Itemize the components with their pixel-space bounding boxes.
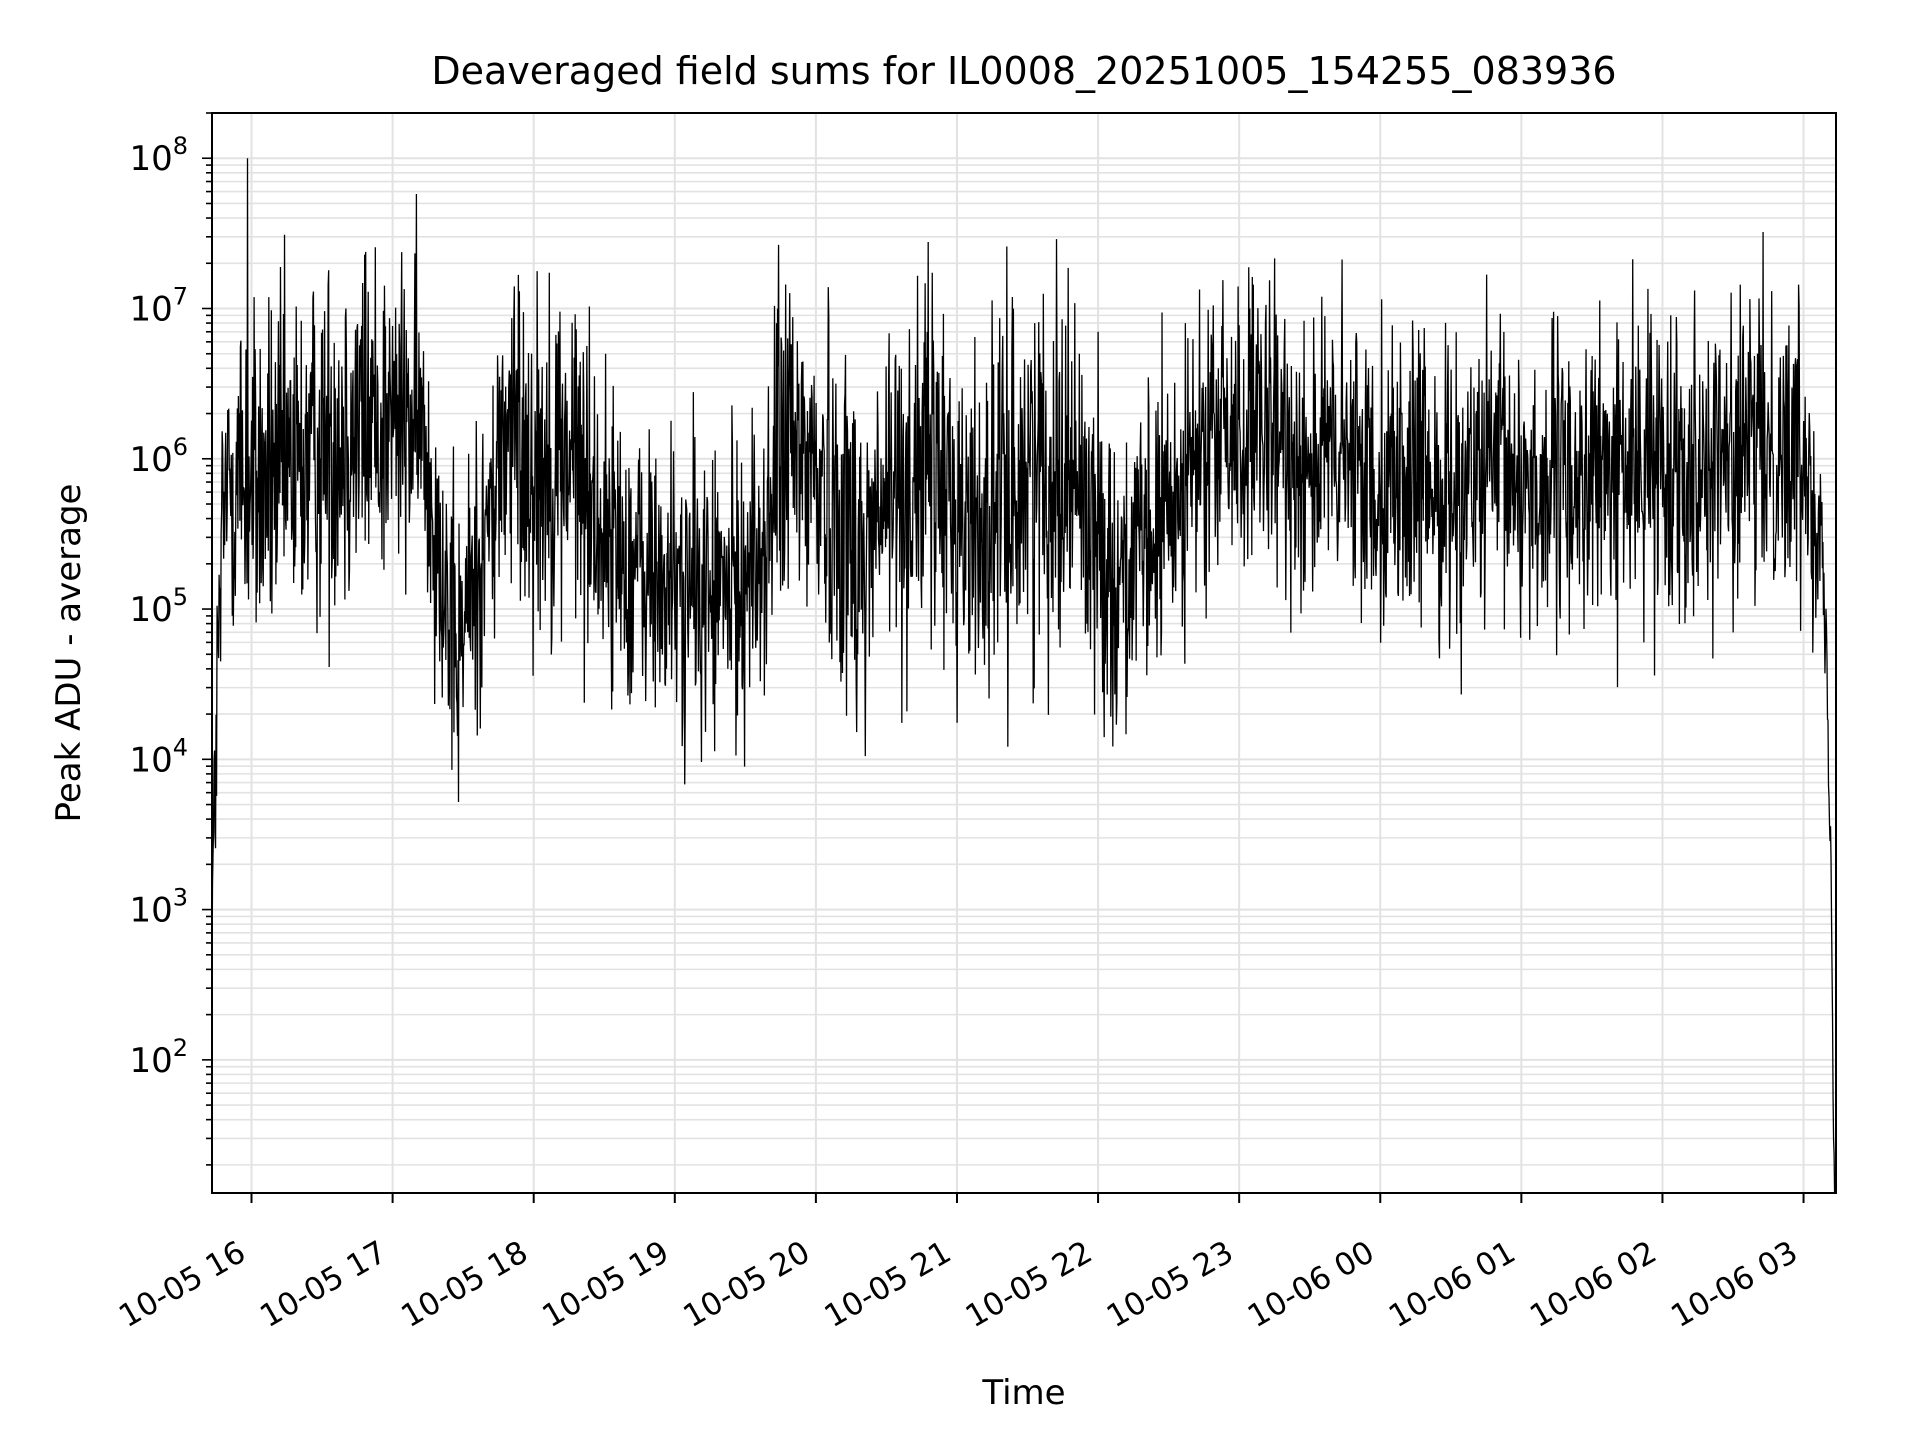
- y-tick-label: 104: [129, 733, 188, 780]
- y-axis-label: Peak ADU - average: [49, 484, 89, 823]
- y-tick-label: 106: [129, 433, 188, 480]
- x-axis-label: Time: [981, 1373, 1065, 1413]
- series-line: [211, 158, 1836, 1194]
- y-tick-label: 107: [129, 283, 188, 330]
- plot-frame: [211, 112, 1837, 1194]
- y-tick-label: 105: [129, 583, 188, 630]
- y-tick-label: 102: [129, 1034, 188, 1081]
- y-tick-label: 103: [129, 884, 188, 931]
- series-layer: [211, 158, 1836, 1194]
- chart-title: Deaveraged field sums for IL0008_2025100…: [431, 49, 1616, 93]
- y-tick-label: 108: [129, 132, 188, 179]
